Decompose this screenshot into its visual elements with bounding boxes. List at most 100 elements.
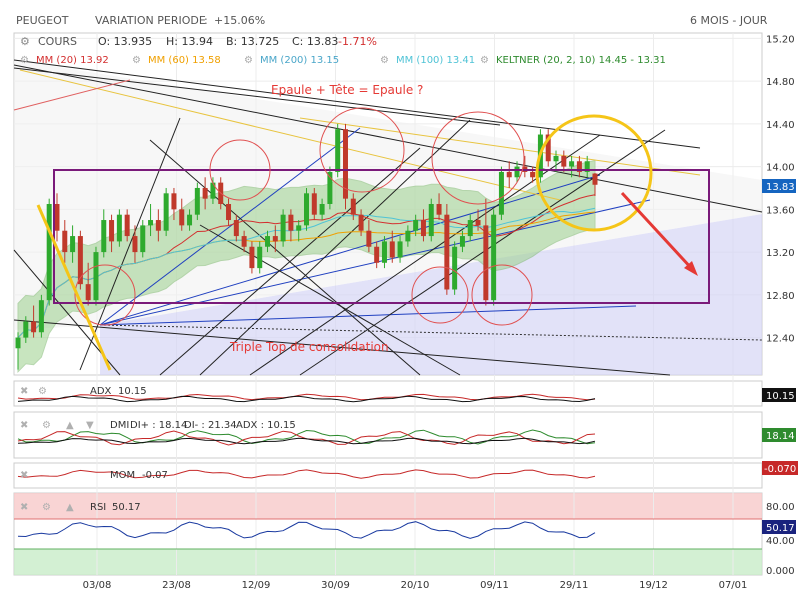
- candle: [62, 230, 68, 253]
- candle: [163, 193, 169, 231]
- mom-value: -0.07: [142, 470, 168, 481]
- candle: [342, 129, 348, 199]
- focus-circle: [535, 114, 653, 232]
- candle: [592, 173, 598, 185]
- candle: [311, 193, 317, 215]
- candle: [194, 187, 200, 215]
- candle: [288, 214, 294, 231]
- y-tick-label: 12.40: [766, 334, 795, 345]
- dmi-tag-value: 18.14: [766, 431, 795, 442]
- consolidation-rectangle: [53, 169, 710, 304]
- open-value: O: 13.935: [98, 35, 152, 48]
- gear-icon[interactable]: ⚙: [380, 55, 389, 66]
- adx-line: [17, 393, 596, 401]
- cours-label: COURS: [38, 35, 77, 48]
- candle: [85, 284, 91, 301]
- indicator-legend-item[interactable]: ⚙ MM (60) 13.58: [132, 55, 221, 66]
- rsi-line: [17, 521, 596, 539]
- dmi-close-icon[interactable]: ✖: [20, 420, 28, 431]
- candle: [405, 230, 411, 242]
- candle: [46, 204, 52, 301]
- candle: [335, 129, 341, 172]
- candle: [226, 204, 232, 221]
- adx-tag-value: 10.15: [766, 391, 795, 402]
- gear-icon[interactable]: ⚙: [20, 55, 29, 66]
- indicator-legend-item[interactable]: ⚙ KELTNER (20, 2, 10) 14.45 - 13.31: [480, 55, 666, 66]
- mom-tag-value: -0.070: [764, 464, 796, 475]
- left-shoulder-circle: [209, 139, 271, 201]
- candle: [148, 220, 154, 226]
- candle: [116, 214, 122, 242]
- candle: [171, 193, 177, 210]
- adx-close-icon[interactable]: ✖: [20, 386, 28, 397]
- x-tick-label: 20/10: [401, 580, 430, 591]
- bottom-circle-2: [411, 266, 469, 324]
- adx-gear-icon[interactable]: ⚙: [38, 386, 47, 397]
- candle: [561, 155, 567, 167]
- candle: [124, 214, 130, 237]
- gear-icon[interactable]: ⚙: [132, 55, 141, 66]
- rsi-tag: [762, 520, 796, 534]
- candle: [265, 236, 271, 247]
- price-tag-value: 13.83: [766, 182, 795, 193]
- rsi-tick-label: 80.00: [766, 502, 795, 513]
- rsi-tick-label: 40.00: [766, 536, 795, 547]
- dmi-adx-line: [17, 437, 596, 445]
- support-zone: [100, 214, 762, 375]
- candle: [15, 337, 21, 349]
- dmi-down-icon[interactable]: ▼: [86, 420, 94, 431]
- gear-icon[interactable]: ⚙: [480, 55, 489, 66]
- indicator-legend-item[interactable]: ⚙ MM (200) 13.15: [244, 55, 339, 66]
- rsi-close-icon[interactable]: ✖: [20, 502, 28, 513]
- indicator-legend-item[interactable]: ⚙ MM (100) 13.41: [380, 55, 475, 66]
- candle: [93, 252, 99, 301]
- dmi-gear-icon[interactable]: ⚙: [42, 420, 51, 431]
- candle: [413, 220, 419, 231]
- indicator-legend-item[interactable]: ⚙ MM (20) 13.92: [20, 55, 109, 66]
- x-tick-label: 03/08: [83, 580, 112, 591]
- dmi-panel: [13, 411, 763, 459]
- candle: [366, 230, 372, 247]
- candle: [319, 204, 325, 215]
- rsi-gear-icon[interactable]: ⚙: [42, 502, 51, 513]
- rsi-up-icon[interactable]: ▲: [66, 502, 74, 513]
- candle: [444, 214, 450, 290]
- chart-header: PEUGEOT VARIATION PERIODE : +15.06% 6 MO…: [16, 14, 768, 27]
- indicator-label: MM (100) 13.41: [396, 55, 475, 66]
- yellow-trend-mark: [36, 204, 112, 371]
- mom-line: [17, 469, 596, 479]
- forecast-arrow-head: [684, 261, 698, 276]
- head-shoulders-annotation: Epaule + Tête = Epaule ?: [271, 83, 423, 97]
- x-tick-label: 12/09: [242, 580, 271, 591]
- candle: [381, 241, 387, 263]
- candle: [514, 166, 520, 178]
- candle: [70, 236, 76, 253]
- candle: [179, 209, 185, 226]
- mom-close-icon[interactable]: ✖: [20, 470, 28, 481]
- change-value: -1.71%: [338, 35, 377, 48]
- candle: [498, 171, 504, 215]
- candle: [389, 241, 395, 258]
- rsi-overbought-zone: [14, 493, 762, 519]
- candle: [530, 171, 536, 178]
- y-tick-label: 12.80: [766, 291, 795, 302]
- candle: [506, 171, 512, 178]
- candle: [576, 161, 582, 172]
- di-plus-line: [17, 429, 596, 445]
- indicator-label: KELTNER (20, 2, 10) 14.45 - 13.31: [496, 55, 666, 66]
- candle: [187, 214, 193, 226]
- dmi-up-icon[interactable]: ▲: [66, 420, 74, 431]
- candle: [374, 246, 380, 263]
- adx-label: ADX: [90, 386, 112, 397]
- period-label[interactable]: 6 MOIS - JOUR: [690, 14, 768, 27]
- close-value: C: 13.83: [292, 35, 338, 48]
- candle: [202, 187, 208, 199]
- candle: [545, 134, 551, 162]
- candle: [584, 161, 590, 172]
- candle: [280, 214, 286, 242]
- gear-icon[interactable]: ⚙: [244, 55, 253, 66]
- quote-row: ⚙ COURS O: 13.935 H: 13.94 B: 13.725 C: …: [20, 35, 377, 48]
- x-tick-label: 23/08: [162, 580, 191, 591]
- candle: [436, 204, 442, 215]
